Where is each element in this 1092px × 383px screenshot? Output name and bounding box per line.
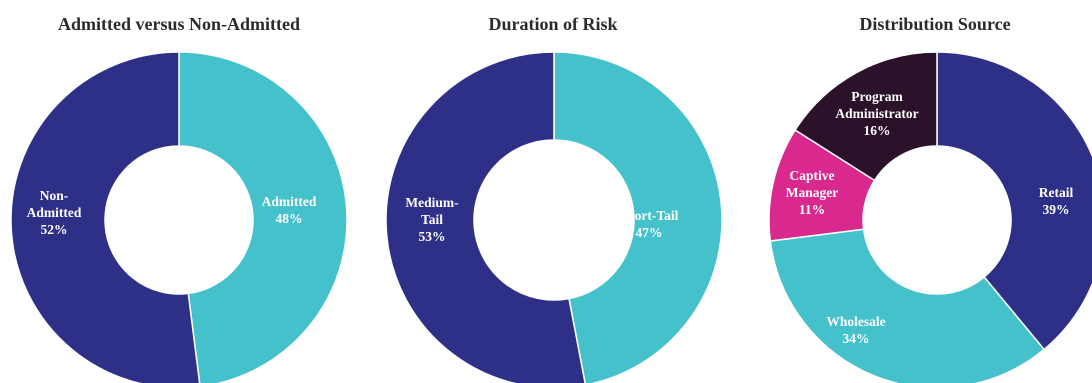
slice-label-admitted: Admitted 48% <box>262 194 317 226</box>
slice-label-program-administrator: Program Administrator 16% <box>835 89 918 138</box>
slice-retail <box>936 51 1092 351</box>
chart-title-duration: Duration of Risk <box>488 14 618 34</box>
slice-label-medium-tail: Medium-Tail 53% <box>405 195 458 244</box>
slice-label-short-tail: Short-Tail 47% <box>620 208 679 240</box>
slice-label-retail: Retail 39% <box>1039 185 1074 217</box>
slice-admitted <box>178 51 348 383</box>
slice-program-administrator <box>794 51 938 182</box>
slice-non-admitted <box>10 51 201 383</box>
slice-wholesale <box>769 228 1046 383</box>
slice-label-wholesale: Wholesale 34% <box>826 314 885 346</box>
slice-medium-tail <box>385 51 586 383</box>
slice-label-non-admitted: Non-Admitted 52% <box>27 188 82 237</box>
chart-title-distribution: Distribution Source <box>859 14 1011 34</box>
slice-short-tail <box>553 51 723 383</box>
chart-title-admitted: Admitted versus Non-Admitted <box>58 14 300 34</box>
slice-label-captive-manager: Captive Manager 11% <box>786 168 838 217</box>
